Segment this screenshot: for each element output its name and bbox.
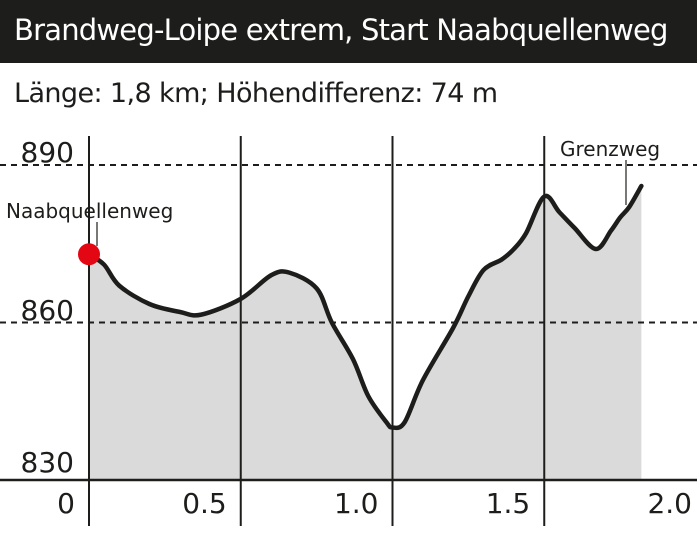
axis-labels: 830 860 890 0 0.5 1.0 1.5 2.0	[21, 136, 692, 520]
grid	[0, 136, 697, 526]
y-tick-label: 830	[21, 446, 74, 479]
elevation-fill	[89, 186, 642, 480]
route-summary: Länge: 1,8 km; Höhendifferenz: 74 m	[14, 78, 498, 109]
label-grenzweg: Grenzweg	[560, 137, 660, 161]
x-tick-label: 0	[57, 487, 75, 520]
x-tick-label: 0.5	[182, 487, 227, 520]
elevation-line	[86, 183, 644, 431]
x-tick-label: 2.0	[647, 487, 692, 520]
y-tick-label: 890	[21, 136, 74, 169]
elevation-curve	[86, 183, 644, 431]
x-tick-label: 1.5	[486, 487, 531, 520]
header-bar: Brandweg-Loipe extrem, Start Naabquellen…	[0, 0, 697, 63]
label-naabquellenweg: Naabquellenweg	[6, 199, 173, 223]
x-tick-label: 1.0	[334, 487, 379, 520]
start-marker-dot	[78, 243, 100, 266]
elevation-area	[89, 186, 642, 480]
chart-title: Brandweg-Loipe extrem, Start Naabquellen…	[14, 13, 668, 47]
annotations: Naabquellenweg Grenzweg	[6, 137, 660, 266]
y-tick-label: 860	[21, 294, 74, 327]
